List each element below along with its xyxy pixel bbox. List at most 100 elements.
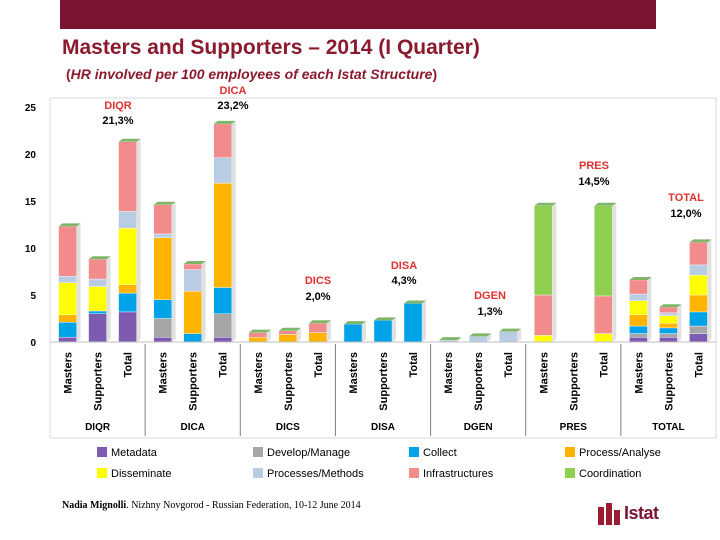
bar-side bbox=[457, 337, 462, 342]
bar-side bbox=[422, 300, 426, 342]
group-label: DICA bbox=[180, 422, 204, 433]
bar-top bbox=[278, 327, 301, 331]
bar-top bbox=[118, 138, 141, 142]
bar-side bbox=[647, 276, 652, 342]
y-tick-label: 15 bbox=[25, 197, 37, 208]
bar-side bbox=[136, 138, 141, 342]
bar-top bbox=[469, 333, 492, 337]
bar-top bbox=[88, 256, 111, 260]
bar-segment bbox=[659, 322, 678, 329]
bar-segment bbox=[659, 327, 678, 334]
bar-segment bbox=[689, 325, 708, 334]
page-subtitle: (HR involved per 100 employees of each I… bbox=[66, 66, 437, 82]
bar-segment bbox=[118, 141, 137, 212]
bar-segment bbox=[118, 228, 137, 285]
bar-segment bbox=[629, 279, 648, 295]
x-tick-label: Masters bbox=[253, 352, 265, 394]
bar-segment bbox=[689, 275, 708, 296]
bar-segment bbox=[278, 330, 298, 335]
bar-top bbox=[58, 223, 81, 227]
bar-segment bbox=[594, 205, 613, 297]
bar-segment bbox=[88, 313, 107, 343]
plot-frame bbox=[49, 97, 717, 439]
bar-segment bbox=[213, 182, 232, 288]
bar-top bbox=[594, 202, 617, 206]
bar-segment bbox=[213, 157, 232, 184]
subtitle-close: ) bbox=[432, 66, 438, 82]
bar-segment bbox=[629, 333, 648, 338]
legend-label: Disseminate bbox=[111, 468, 172, 480]
x-tick-label: Supporters bbox=[283, 352, 295, 411]
legend-swatch bbox=[565, 468, 575, 478]
x-tick-label: Masters bbox=[443, 352, 455, 394]
footer-event: . Nizhny Novgorod - Russian Federation, … bbox=[126, 500, 361, 511]
x-tick-label: Masters bbox=[348, 352, 360, 394]
bar-segment bbox=[118, 311, 137, 343]
bar-side bbox=[362, 321, 366, 342]
x-tick-label: Masters bbox=[538, 352, 550, 394]
bar-segment bbox=[629, 314, 648, 327]
istat-logo: Istat bbox=[598, 501, 659, 525]
legend-label: Processes/Methods bbox=[267, 468, 364, 480]
bar-side bbox=[76, 223, 81, 342]
bar-top bbox=[404, 300, 426, 304]
bar-segment bbox=[689, 242, 708, 266]
group-label: DIQR bbox=[85, 422, 111, 433]
bar-side bbox=[517, 328, 522, 342]
istat-logo-text: Istat bbox=[624, 502, 659, 523]
bar-segment bbox=[659, 333, 678, 338]
bar-top bbox=[499, 328, 522, 332]
bar-segment bbox=[594, 333, 613, 343]
bar-segment bbox=[58, 282, 77, 315]
bar-segment bbox=[118, 284, 137, 294]
bar-segment bbox=[58, 275, 77, 283]
x-tick-label: Masters bbox=[633, 352, 645, 394]
bar-side bbox=[231, 120, 236, 342]
x-tick-label: Supporters bbox=[93, 352, 105, 411]
legend-swatch bbox=[253, 468, 263, 478]
bar-segment bbox=[308, 332, 328, 343]
bar-segment bbox=[183, 263, 202, 270]
bar-segment bbox=[468, 336, 488, 343]
bar-side bbox=[487, 333, 492, 342]
bar-segment bbox=[594, 295, 613, 334]
bar-segment bbox=[659, 312, 678, 316]
bar-segment bbox=[88, 278, 107, 287]
bar-top bbox=[534, 202, 557, 206]
annotation-label: TOTAL bbox=[668, 192, 704, 204]
page-title: Masters and Supporters – 2014 (I Quarter… bbox=[62, 36, 480, 59]
bar-top bbox=[629, 276, 652, 280]
bar-side bbox=[106, 256, 111, 342]
legend-swatch bbox=[97, 468, 107, 478]
bar-segment bbox=[689, 294, 708, 313]
bar-segment bbox=[58, 226, 77, 277]
bar-segment bbox=[183, 269, 202, 292]
bar-segment bbox=[153, 299, 172, 319]
legend-label: Collect bbox=[423, 447, 457, 459]
annotation-value: 2,0% bbox=[305, 291, 330, 303]
bar-segment bbox=[373, 320, 393, 343]
annotation-label: DGEN bbox=[474, 290, 506, 302]
bar-side bbox=[392, 317, 396, 342]
legend-label: Develop/Manage bbox=[267, 447, 350, 459]
group-label: DGEN bbox=[464, 422, 493, 433]
bar-segment bbox=[183, 333, 202, 343]
bar-side bbox=[171, 201, 176, 342]
bar-segment bbox=[629, 300, 648, 315]
annotation-label: DISA bbox=[391, 260, 417, 272]
legend-label: Infrastructures bbox=[423, 468, 494, 480]
bar-segment bbox=[88, 286, 107, 312]
annotation-value: 1,3% bbox=[477, 306, 502, 318]
bar-side bbox=[266, 329, 271, 342]
y-tick-label: 10 bbox=[25, 244, 37, 255]
x-tick-label: Supporters bbox=[378, 352, 390, 411]
bar-segment bbox=[689, 333, 708, 343]
bar-segment bbox=[58, 337, 77, 343]
legend-label: Coordination bbox=[579, 468, 641, 480]
group-label: TOTAL bbox=[652, 422, 684, 433]
x-tick-label: Supporters bbox=[473, 352, 485, 411]
legend-swatch bbox=[409, 468, 419, 478]
bar-side bbox=[677, 304, 682, 342]
annotation-value: 12,0% bbox=[670, 208, 701, 220]
annotation-value: 14,5% bbox=[578, 176, 609, 188]
